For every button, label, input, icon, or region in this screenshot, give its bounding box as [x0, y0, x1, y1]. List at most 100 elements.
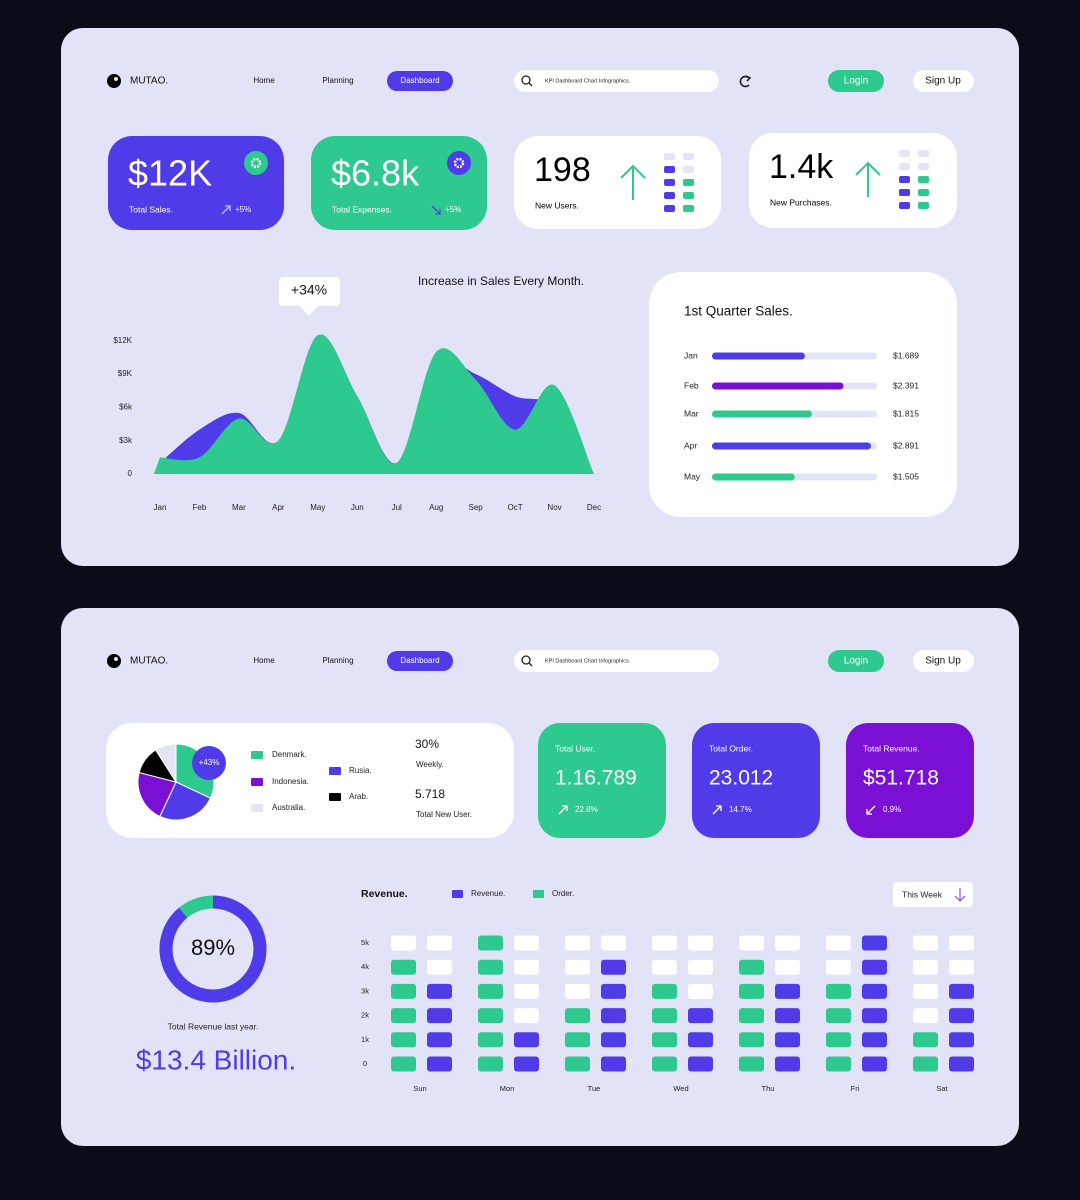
y-tick-label: 2k	[361, 1011, 369, 1020]
legend-label: Arab.	[349, 792, 368, 801]
kpi-card	[311, 136, 487, 230]
pie-slice	[159, 781, 212, 821]
kpi-card	[846, 723, 974, 838]
indicator	[899, 163, 910, 170]
search-text: KPI Dashboard Chart Infographics.	[545, 658, 631, 664]
up-arrow	[620, 164, 646, 200]
cell	[862, 935, 887, 951]
y-tick-label: 5k	[361, 938, 369, 947]
empty-cell	[565, 935, 590, 951]
signup-button[interactable]	[913, 650, 974, 672]
empty-cell	[601, 935, 626, 951]
empty-cell	[427, 935, 452, 951]
y-tick-label: 0	[363, 1059, 367, 1068]
logo-dot	[114, 77, 118, 81]
cell	[601, 983, 626, 999]
change-arrow	[712, 805, 722, 815]
empty-cell	[688, 959, 713, 975]
x-tick-label: Apr	[272, 503, 285, 512]
y-tick-label: $9K	[118, 369, 133, 378]
change-arrow	[431, 205, 441, 215]
indicator	[683, 192, 694, 199]
empty-cell	[739, 935, 764, 951]
bar-label: Mar	[684, 408, 699, 418]
empty-cell	[913, 1008, 938, 1024]
search-box[interactable]	[514, 70, 719, 92]
cell	[391, 983, 416, 999]
pie-slice	[154, 743, 177, 784]
x-tick-label: OcT	[508, 503, 523, 512]
legend-label: Rusia.	[349, 766, 372, 775]
cell	[565, 1032, 590, 1048]
empty-cell	[826, 935, 851, 951]
legend-swatch	[452, 890, 463, 898]
empty-cell	[514, 935, 539, 951]
indicator	[683, 205, 694, 212]
logo-dot	[114, 657, 118, 661]
nav-active[interactable]	[387, 71, 453, 91]
indicator	[918, 189, 929, 196]
empty-cell	[514, 983, 539, 999]
quarter-card	[649, 272, 957, 517]
logo: MUTAO.	[130, 656, 168, 667]
chart-title: Increase in Sales Every Month.	[418, 274, 584, 288]
cell	[391, 1032, 416, 1048]
cell	[739, 1032, 764, 1048]
nav-active[interactable]	[387, 651, 453, 671]
cell	[652, 983, 677, 999]
login-button[interactable]	[828, 70, 884, 92]
donut-arc	[159, 895, 267, 1003]
indicator	[918, 150, 929, 157]
empty-cell	[913, 935, 938, 951]
cell	[427, 1056, 452, 1072]
x-tick-label: Jun	[351, 503, 364, 512]
cell	[601, 1008, 626, 1024]
login-button[interactable]	[828, 650, 884, 672]
cell	[514, 1032, 539, 1048]
stat-label: Weekly.	[416, 760, 444, 769]
kpi-change: 22.8%	[575, 805, 598, 814]
cell	[391, 1056, 416, 1072]
bar	[712, 473, 795, 481]
callout-pointer	[300, 306, 318, 316]
week-dropdown[interactable]	[893, 882, 973, 907]
cell	[427, 1032, 452, 1048]
cell	[601, 959, 626, 975]
x-tick-label: Jan	[154, 503, 167, 512]
empty-cell	[775, 959, 800, 975]
change-arrow	[558, 805, 568, 815]
search-icon	[528, 662, 533, 667]
x-tick-label: Sep	[469, 503, 484, 512]
stat-value: 5.718	[415, 787, 445, 801]
empty-cell	[775, 935, 800, 951]
indicator	[899, 176, 910, 183]
x-tick-label: Sat	[936, 1084, 948, 1093]
x-tick-label: Jul	[392, 503, 402, 512]
search-box[interactable]	[514, 650, 719, 672]
kpi-card	[538, 723, 666, 838]
indicator	[918, 176, 929, 183]
pie-badge-text: +43%	[199, 758, 220, 767]
legend-label: Revenue.	[471, 889, 505, 898]
kpi-value: 23.012	[709, 767, 773, 790]
kpi-label: Total Expenses.	[332, 204, 392, 214]
kpi-change: 0.9%	[883, 805, 901, 814]
chart-title: Revenue.	[361, 888, 408, 900]
donut-label: 89%	[191, 935, 235, 960]
kpi-label: New Users.	[535, 200, 579, 210]
legend-label: Order.	[552, 889, 574, 898]
cell	[391, 959, 416, 975]
nav-link: Home	[253, 656, 275, 665]
cell	[688, 1056, 713, 1072]
signup-text: Sign Up	[925, 656, 961, 667]
kpi-value: 1.16.789	[555, 767, 637, 790]
logo: MUTAO.	[130, 76, 168, 87]
callout-box	[279, 277, 340, 306]
cell	[775, 983, 800, 999]
kpi-value: $12K	[128, 153, 212, 194]
nav-link: Dashboard	[400, 656, 439, 665]
signup-button[interactable]	[913, 70, 974, 92]
bar	[712, 442, 872, 450]
quarter-title: 1st Quarter Sales.	[684, 304, 793, 319]
indicator	[918, 202, 929, 209]
